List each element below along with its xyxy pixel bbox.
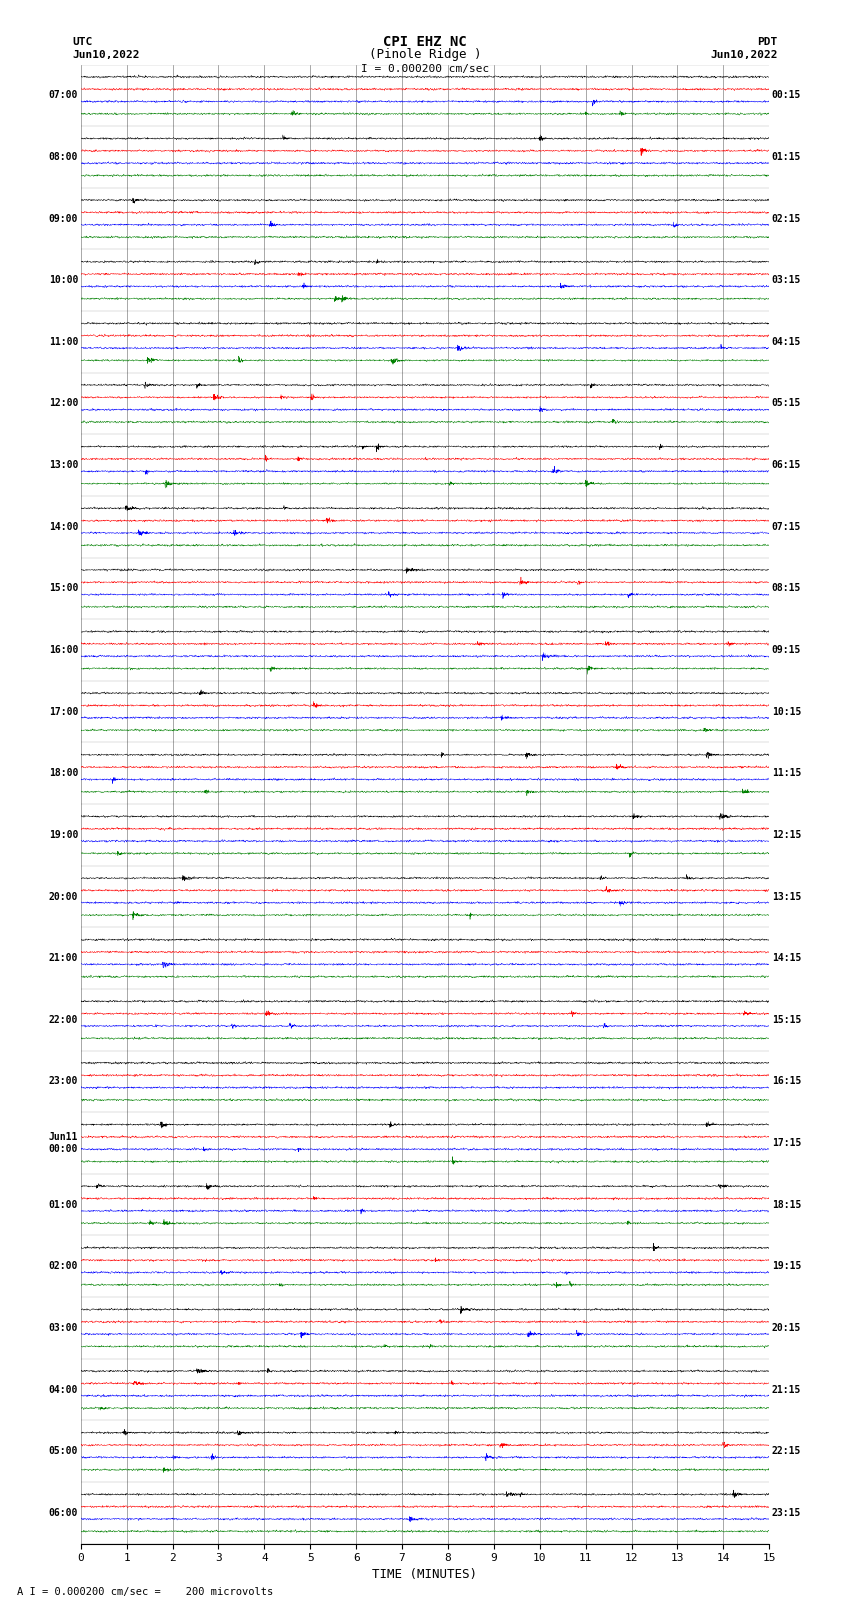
Text: 06:00: 06:00 <box>48 1508 78 1518</box>
Text: 01:15: 01:15 <box>772 152 802 161</box>
Text: 21:15: 21:15 <box>772 1384 802 1395</box>
Text: 10:15: 10:15 <box>772 706 802 716</box>
Text: 11:15: 11:15 <box>772 768 802 777</box>
Text: 12:00: 12:00 <box>48 398 78 408</box>
Text: 17:00: 17:00 <box>48 706 78 716</box>
Text: A I = 0.000200 cm/sec =    200 microvolts: A I = 0.000200 cm/sec = 200 microvolts <box>17 1587 273 1597</box>
Text: 03:15: 03:15 <box>772 276 802 286</box>
Text: 19:00: 19:00 <box>48 831 78 840</box>
Text: 12:15: 12:15 <box>772 831 802 840</box>
Text: Jun11
00:00: Jun11 00:00 <box>48 1132 78 1153</box>
Text: 16:15: 16:15 <box>772 1076 802 1087</box>
Text: 10:00: 10:00 <box>48 276 78 286</box>
Text: 18:15: 18:15 <box>772 1200 802 1210</box>
Text: 15:00: 15:00 <box>48 584 78 594</box>
Text: 02:00: 02:00 <box>48 1261 78 1271</box>
Text: 04:15: 04:15 <box>772 337 802 347</box>
Text: Jun10,2022: Jun10,2022 <box>711 50 778 60</box>
X-axis label: TIME (MINUTES): TIME (MINUTES) <box>372 1568 478 1581</box>
Text: 14:00: 14:00 <box>48 521 78 532</box>
Text: 18:00: 18:00 <box>48 768 78 777</box>
Text: 11:00: 11:00 <box>48 337 78 347</box>
Text: 05:00: 05:00 <box>48 1447 78 1457</box>
Text: 13:15: 13:15 <box>772 892 802 902</box>
Text: I = 0.000200 cm/sec: I = 0.000200 cm/sec <box>361 65 489 74</box>
Text: 16:00: 16:00 <box>48 645 78 655</box>
Text: Jun10,2022: Jun10,2022 <box>72 50 139 60</box>
Text: 21:00: 21:00 <box>48 953 78 963</box>
Text: 01:00: 01:00 <box>48 1200 78 1210</box>
Text: 00:15: 00:15 <box>772 90 802 100</box>
Text: 08:15: 08:15 <box>772 584 802 594</box>
Text: 17:15: 17:15 <box>772 1139 802 1148</box>
Text: 23:15: 23:15 <box>772 1508 802 1518</box>
Text: 15:15: 15:15 <box>772 1015 802 1024</box>
Text: 04:00: 04:00 <box>48 1384 78 1395</box>
Text: 22:15: 22:15 <box>772 1447 802 1457</box>
Text: 03:00: 03:00 <box>48 1323 78 1332</box>
Text: 14:15: 14:15 <box>772 953 802 963</box>
Text: 13:00: 13:00 <box>48 460 78 469</box>
Text: CPI EHZ NC: CPI EHZ NC <box>383 35 467 48</box>
Text: 20:00: 20:00 <box>48 892 78 902</box>
Text: 23:00: 23:00 <box>48 1076 78 1087</box>
Text: 09:00: 09:00 <box>48 213 78 224</box>
Text: 08:00: 08:00 <box>48 152 78 161</box>
Text: 05:15: 05:15 <box>772 398 802 408</box>
Text: UTC: UTC <box>72 37 93 47</box>
Text: 20:15: 20:15 <box>772 1323 802 1332</box>
Text: 07:00: 07:00 <box>48 90 78 100</box>
Text: 07:15: 07:15 <box>772 521 802 532</box>
Text: 06:15: 06:15 <box>772 460 802 469</box>
Text: 09:15: 09:15 <box>772 645 802 655</box>
Text: PDT: PDT <box>757 37 778 47</box>
Text: 02:15: 02:15 <box>772 213 802 224</box>
Text: 19:15: 19:15 <box>772 1261 802 1271</box>
Text: (Pinole Ridge ): (Pinole Ridge ) <box>369 48 481 61</box>
Text: 22:00: 22:00 <box>48 1015 78 1024</box>
